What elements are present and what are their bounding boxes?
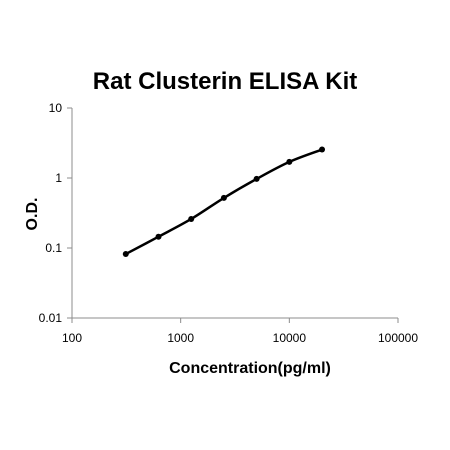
x-tick-label: 1000	[167, 331, 194, 345]
ticks: 100 1000 10000 100000 0.01 0.1 1 10	[39, 101, 419, 345]
data-point	[220, 194, 227, 201]
data-point	[122, 251, 129, 258]
x-tick-label: 100	[62, 331, 82, 345]
series	[122, 146, 326, 258]
data-point	[188, 215, 195, 222]
y-tick-label: 0.01	[39, 311, 63, 325]
data-point	[253, 175, 260, 182]
data-point	[155, 233, 162, 240]
y-tick-label: 1	[55, 171, 62, 185]
y-tick-label: 10	[49, 101, 63, 115]
x-tick-label: 100000	[378, 331, 418, 345]
y-axis-label: O.D.	[24, 198, 41, 231]
x-axis-label: Concentration(pg/ml)	[169, 360, 331, 377]
data-point	[319, 146, 326, 153]
y-tick-label: 0.1	[45, 241, 62, 255]
series-line	[125, 148, 323, 256]
x-tick-label: 10000	[273, 331, 307, 345]
axes	[71, 108, 398, 319]
chart-title: Rat Clusterin ELISA Kit	[92, 68, 358, 95]
data-point	[286, 158, 293, 165]
